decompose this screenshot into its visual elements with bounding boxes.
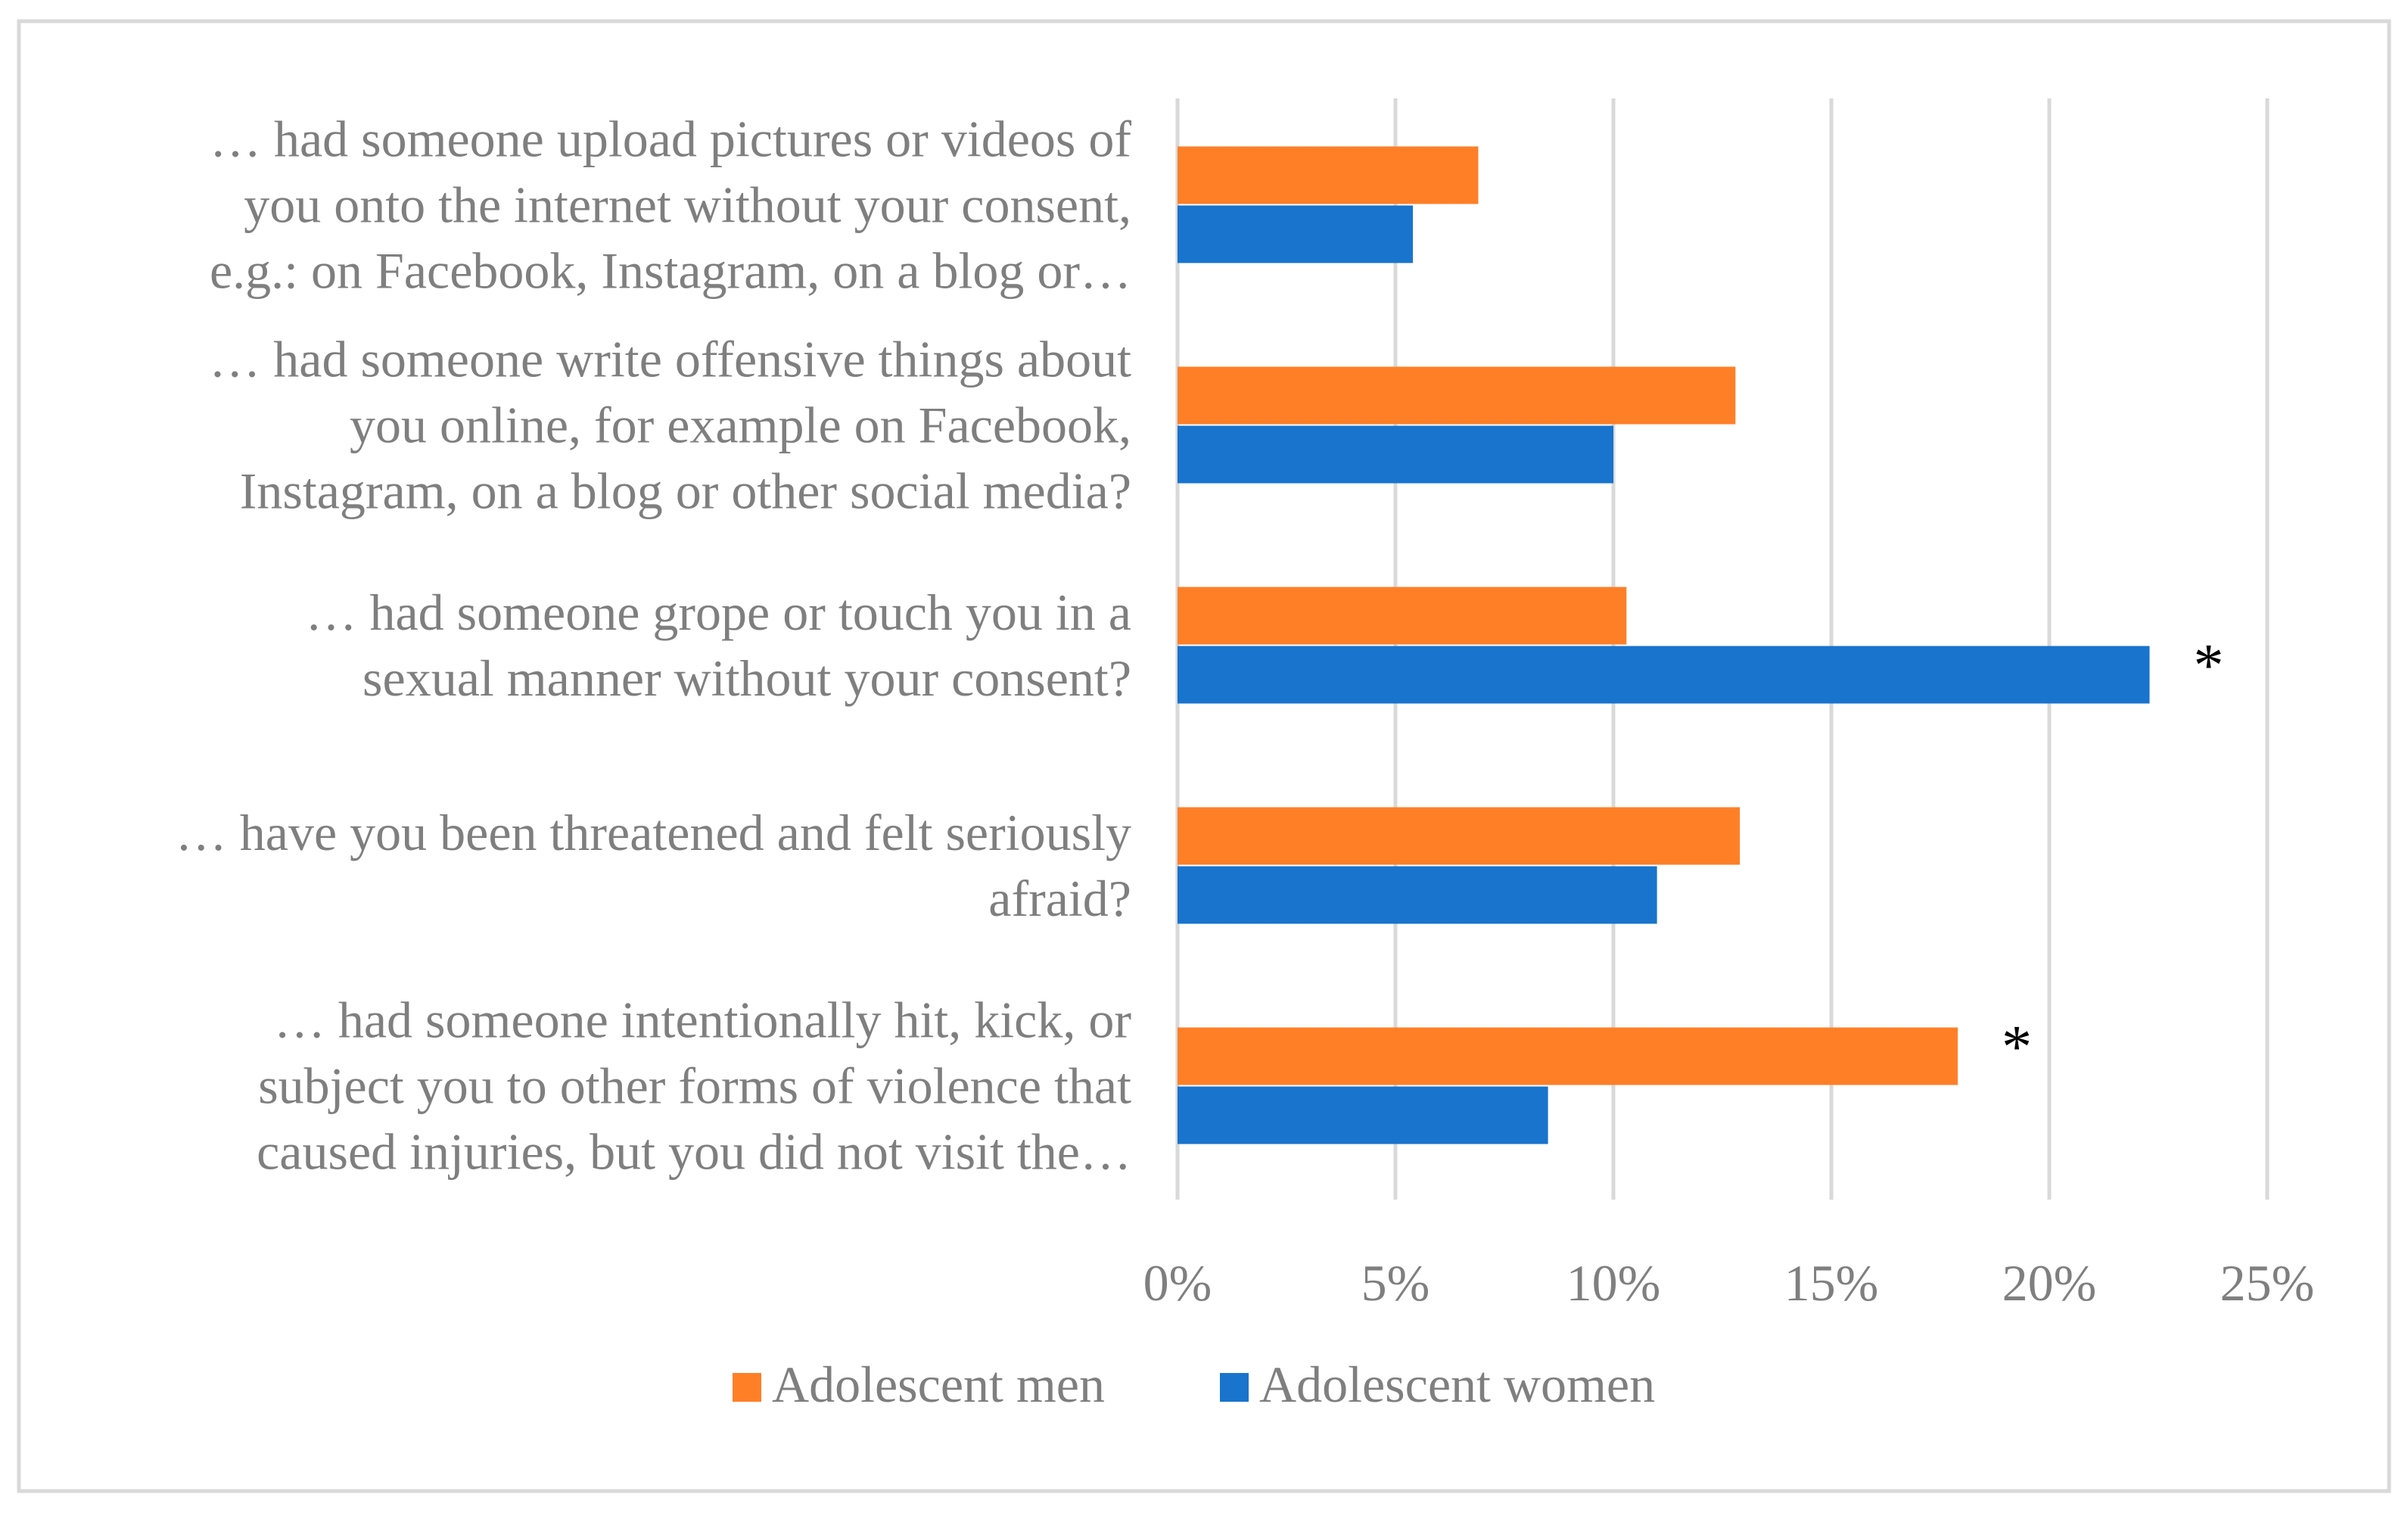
category-label: afraid?: [988, 870, 1131, 927]
bar-men: [1178, 366, 1736, 425]
bar-men: [1178, 146, 1479, 204]
legend: Adolescent men Adolescent women: [733, 1356, 1655, 1413]
bar-women: [1178, 205, 1414, 263]
x-tick-label: 5%: [1361, 1254, 1430, 1312]
bar-men: [1178, 1027, 1958, 1085]
category-labels: … had someone upload pictures or videos …: [176, 111, 1132, 1181]
bars: [1178, 146, 2150, 1144]
category-label: … had someone upload pictures or videos …: [210, 111, 1131, 168]
legend-label: Adolescent men: [772, 1356, 1105, 1413]
category-label: you onto the internet without your conse…: [244, 176, 1131, 234]
bar-women: [1178, 866, 1657, 924]
category-label: … had someone intentionally hit, kick, o…: [274, 992, 1131, 1049]
legend-swatch: [1220, 1373, 1249, 1402]
category-label: e.g.: on Facebook, Instagram, on a blog …: [210, 242, 1131, 300]
category-label: Instagram, on a blog or other social med…: [240, 462, 1131, 520]
x-tick-label: 25%: [2220, 1254, 2315, 1312]
category-label: caused injuries, but you did not visit t…: [257, 1123, 1131, 1181]
category-label: subject you to other forms of violence t…: [258, 1057, 1131, 1115]
category-label: you online, for example on Facebook,: [350, 397, 1131, 454]
bar-men: [1178, 587, 1627, 645]
bar-women: [1178, 1086, 1548, 1144]
category-label: … had someone write offensive things abo…: [209, 331, 1131, 388]
bar-men: [1178, 807, 1741, 865]
significance-asterisk: *: [2002, 1014, 2032, 1081]
x-axis-tick-labels: 0% 5% 10% 15% 20% 25%: [1143, 1254, 2315, 1312]
category-label: … had someone grope or touch you in a: [305, 584, 1131, 641]
category-label: sexual manner without your consent?: [362, 649, 1131, 707]
x-tick-label: 0%: [1143, 1254, 1212, 1312]
chart-border: [17, 19, 2391, 1493]
x-tick-label: 15%: [1784, 1254, 1879, 1312]
significance-marks: **: [2002, 633, 2223, 1081]
significance-asterisk: *: [2193, 633, 2223, 699]
bar-women: [1178, 425, 1613, 484]
legend-swatch: [733, 1373, 761, 1402]
category-label: … have you been threatened and felt seri…: [176, 804, 1131, 861]
x-tick-label: 10%: [1566, 1254, 1661, 1312]
x-tick-label: 20%: [2002, 1254, 2097, 1312]
bar-women: [1178, 646, 2150, 704]
legend-label: Adolescent women: [1259, 1356, 1655, 1413]
